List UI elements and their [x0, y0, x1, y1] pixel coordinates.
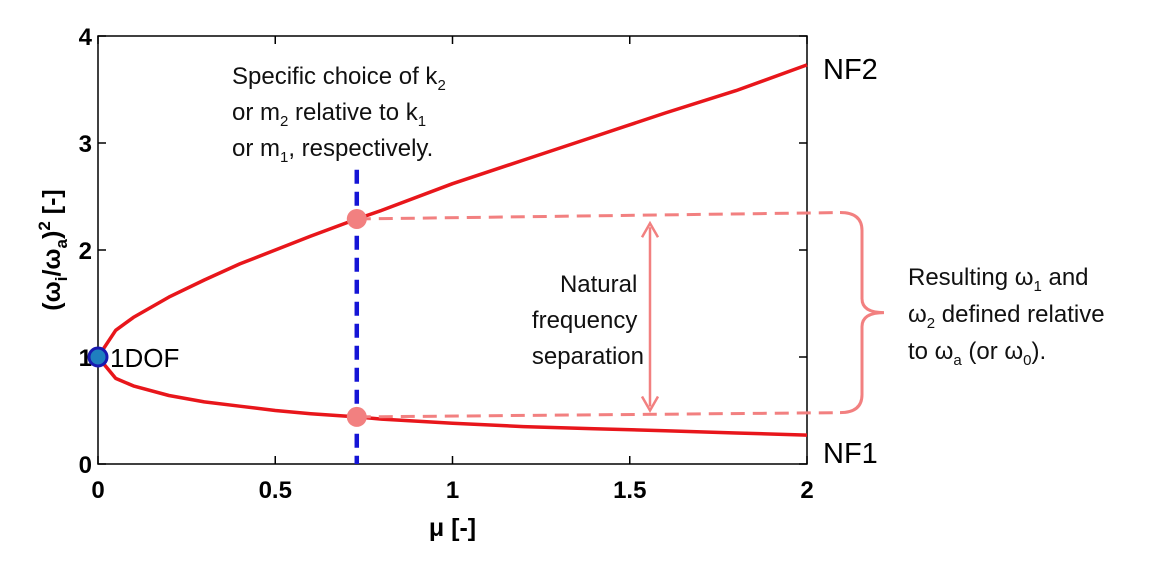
x-tick-label: 0 — [91, 477, 104, 504]
series-label-nf2: NF2 — [823, 54, 878, 86]
result-line3-sub2: 0 — [1023, 352, 1031, 369]
choice-line3-a: or m — [232, 135, 280, 162]
y-tick-label: 3 — [79, 131, 92, 158]
x-axis-label: μ [-] — [429, 514, 476, 542]
curly-brace — [839, 211, 885, 415]
result-line1-a: Resulting ω — [908, 264, 1033, 291]
upper-guide-line — [356, 211, 841, 221]
y-label-part: /ω — [38, 248, 66, 276]
y-tick-label: 2 — [79, 238, 92, 265]
marks: 1DOF — [87, 169, 885, 464]
y-tick-label: 4 — [79, 24, 93, 51]
choice-annotation: Specific choice of k2 or m2 relative to … — [232, 63, 452, 166]
y-label-part: i — [52, 277, 71, 282]
series-label-nf1: NF1 — [823, 438, 878, 470]
x-tick-label: 1.5 — [613, 477, 646, 504]
x-tick-label: 2 — [800, 477, 813, 504]
y-tick-label: 0 — [79, 452, 92, 479]
axes: 0 0.5 1 1.5 2 0 1 2 3 4 — [79, 24, 814, 504]
x-tick-label: 0.5 — [259, 477, 292, 504]
result-line2-sub: 2 — [927, 315, 935, 332]
y-label-part: 2 — [35, 221, 54, 230]
series-line-nf2 — [96, 63, 808, 358]
result-line1-b: and — [1042, 264, 1089, 291]
result-line3-b: (or ω — [962, 338, 1023, 365]
result-line3-c: ). — [1032, 338, 1047, 365]
separation-line3: separation — [532, 343, 644, 370]
y-tick-label: 1 — [79, 345, 92, 372]
separation-arrow-head-bottom — [640, 395, 660, 414]
point-selection — [346, 406, 367, 427]
y-label-part: ) — [38, 231, 66, 239]
choice-line2-a: or m — [232, 99, 280, 126]
point-label-1dof: 1DOF — [110, 343, 179, 373]
result-line1-sub: 1 — [1033, 278, 1041, 295]
point-selection — [346, 208, 367, 229]
choice-line2-sub2: 1 — [418, 113, 426, 130]
choice-line2-sub: 2 — [280, 113, 288, 130]
choice-line1-a: Specific choice of k — [232, 63, 438, 90]
result-line3-sub: a — [953, 352, 962, 369]
choice-line1-sub: 2 — [437, 77, 445, 94]
separation-line1: Natural — [560, 271, 637, 298]
y-label-part: a — [52, 238, 71, 248]
separation-arrow-head-top — [640, 220, 660, 238]
curves: NF2 NF1 — [96, 54, 878, 470]
choice-line3-b: , respectively. — [288, 135, 433, 162]
series-line-nf1 — [96, 355, 808, 437]
point-1dof — [87, 346, 109, 368]
result-line3-a: to ω — [908, 338, 953, 365]
result-annotation: Resulting ω1 and ω2 defined relative to … — [908, 264, 1111, 369]
separation-annotation: Natural frequency separation — [532, 271, 644, 370]
result-line2-b: defined relative — [935, 301, 1104, 328]
y-label-part: [-] — [38, 189, 66, 221]
y-label-part: (ω — [38, 281, 66, 310]
x-tick-label: 1 — [446, 477, 459, 504]
separation-line2: frequency — [532, 307, 637, 334]
choice-line3-sub: 1 — [280, 149, 288, 166]
lower-guide-line — [356, 411, 841, 419]
choice-line2-b: relative to k — [288, 99, 418, 126]
y-axis-label: (ωi/ωa)2 [-] — [35, 189, 71, 310]
result-line2-a: ω — [908, 301, 927, 328]
